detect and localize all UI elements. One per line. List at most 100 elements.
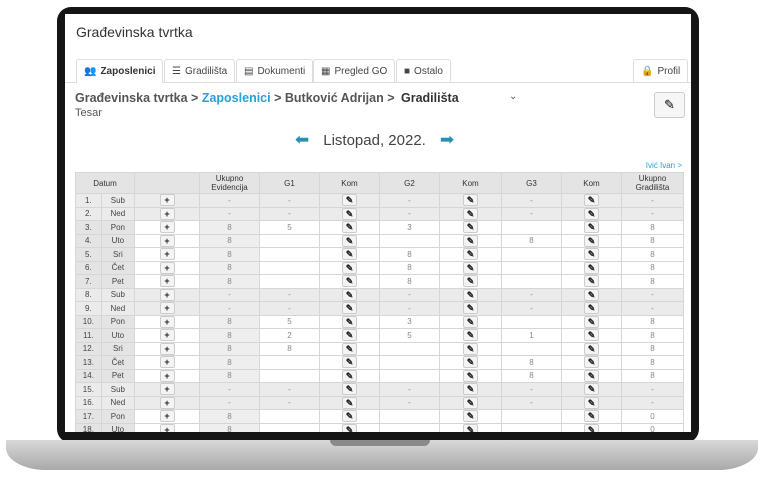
tab-ostalo[interactable]: ■ Ostalo bbox=[396, 59, 451, 82]
pencil-icon[interactable]: ✎ bbox=[584, 369, 599, 382]
pencil-icon[interactable]: ✎ bbox=[342, 207, 357, 220]
plus-icon[interactable]: + bbox=[159, 329, 175, 342]
pencil-icon[interactable]: ✎ bbox=[463, 275, 478, 288]
breadcrumb-root: Građevinska tvrtka > bbox=[75, 91, 199, 105]
pencil-icon[interactable]: ✎ bbox=[342, 356, 357, 369]
comment-cell: ✎ bbox=[561, 368, 622, 383]
pencil-icon[interactable]: ✎ bbox=[463, 234, 478, 247]
tab-zaposlenici[interactable]: 👥 Zaposlenici bbox=[76, 59, 164, 83]
prev-month-arrow-icon[interactable]: ⬅ bbox=[295, 130, 310, 149]
pencil-icon[interactable]: ✎ bbox=[342, 302, 357, 315]
pencil-icon[interactable]: ✎ bbox=[584, 275, 599, 288]
pencil-icon[interactable]: ✎ bbox=[584, 396, 599, 409]
pencil-icon[interactable]: ✎ bbox=[584, 315, 599, 328]
pencil-icon[interactable]: ✎ bbox=[463, 356, 478, 369]
pencil-icon[interactable]: ✎ bbox=[584, 356, 599, 369]
cell-day: Ned bbox=[100, 206, 136, 221]
pencil-icon[interactable]: ✎ bbox=[342, 248, 357, 261]
pencil-icon[interactable]: ✎ bbox=[463, 410, 478, 423]
cell-g3 bbox=[501, 274, 562, 289]
pencil-icon[interactable]: ✎ bbox=[463, 342, 478, 355]
pencil-icon[interactable]: ✎ bbox=[463, 315, 478, 328]
comment-cell: ✎ bbox=[319, 328, 380, 343]
tab-dokumenti[interactable]: ▤ Dokumenti bbox=[236, 59, 314, 82]
plus-icon[interactable]: + bbox=[159, 383, 175, 396]
pencil-icon[interactable]: ✎ bbox=[342, 369, 357, 382]
plus-icon[interactable]: + bbox=[159, 396, 175, 409]
plus-icon[interactable]: + bbox=[159, 248, 175, 261]
plus-icon[interactable]: + bbox=[159, 207, 175, 220]
pencil-icon[interactable]: ✎ bbox=[463, 423, 478, 432]
chevron-down-icon[interactable]: ⌄ bbox=[509, 91, 518, 102]
pencil-icon[interactable]: ✎ bbox=[342, 315, 357, 328]
plus-icon[interactable]: + bbox=[159, 369, 175, 382]
tab-label: Ostalo bbox=[414, 65, 443, 77]
plus-icon[interactable]: + bbox=[159, 410, 175, 423]
pencil-icon[interactable]: ✎ bbox=[342, 342, 357, 355]
pencil-icon[interactable]: ✎ bbox=[584, 329, 599, 342]
cell-tot: - bbox=[621, 206, 684, 221]
pencil-icon[interactable]: ✎ bbox=[584, 234, 599, 247]
pencil-icon[interactable]: ✎ bbox=[342, 329, 357, 342]
pencil-icon[interactable]: ✎ bbox=[584, 194, 599, 207]
breadcrumb-link-zaposlenici[interactable]: Zaposlenici bbox=[201, 91, 271, 105]
cell-g1: 5 bbox=[259, 314, 320, 329]
edit-button[interactable]: ✎ bbox=[654, 92, 685, 118]
pencil-icon[interactable]: ✎ bbox=[584, 423, 599, 432]
comment-cell: ✎ bbox=[439, 206, 502, 221]
pencil-icon[interactable]: ✎ bbox=[342, 261, 357, 274]
pencil-icon[interactable]: ✎ bbox=[463, 369, 478, 382]
cell-g2: - bbox=[379, 395, 440, 410]
plus-icon[interactable]: + bbox=[159, 234, 175, 247]
pencil-icon[interactable]: ✎ bbox=[584, 288, 599, 301]
pencil-icon[interactable]: ✎ bbox=[584, 207, 599, 220]
plus-icon[interactable]: + bbox=[159, 275, 175, 288]
plus-icon[interactable]: + bbox=[159, 356, 175, 369]
pencil-icon[interactable]: ✎ bbox=[342, 423, 357, 432]
pencil-icon[interactable]: ✎ bbox=[584, 410, 599, 423]
pencil-icon[interactable]: ✎ bbox=[342, 275, 357, 288]
pencil-icon[interactable]: ✎ bbox=[342, 288, 357, 301]
plus-icon[interactable]: + bbox=[159, 221, 175, 234]
next-month-arrow-icon[interactable]: ➡ bbox=[439, 130, 455, 149]
pencil-icon[interactable]: ✎ bbox=[584, 383, 599, 396]
tab-gradilista[interactable]: ☰ Gradilišta bbox=[164, 59, 236, 82]
pencil-icon[interactable]: ✎ bbox=[584, 221, 599, 234]
pencil-icon[interactable]: ✎ bbox=[584, 248, 599, 261]
pencil-icon[interactable]: ✎ bbox=[463, 207, 478, 220]
pencil-icon[interactable]: ✎ bbox=[463, 248, 478, 261]
pencil-icon[interactable]: ✎ bbox=[463, 329, 478, 342]
cell-g1: - bbox=[259, 301, 320, 316]
pencil-icon[interactable]: ✎ bbox=[342, 396, 357, 409]
plus-icon[interactable]: + bbox=[159, 261, 175, 274]
pencil-icon[interactable]: ✎ bbox=[463, 302, 478, 315]
pencil-icon[interactable]: ✎ bbox=[463, 383, 478, 396]
pencil-icon[interactable]: ✎ bbox=[584, 261, 599, 274]
tab-pregled-go[interactable]: ▦ Pregled GO bbox=[313, 59, 396, 82]
pencil-icon[interactable]: ✎ bbox=[342, 221, 357, 234]
plus-icon[interactable]: + bbox=[159, 302, 175, 315]
pencil-icon[interactable]: ✎ bbox=[463, 396, 478, 409]
pencil-icon[interactable]: ✎ bbox=[463, 194, 478, 207]
pencil-icon[interactable]: ✎ bbox=[342, 234, 357, 247]
pencil-icon[interactable]: ✎ bbox=[584, 302, 599, 315]
plus-icon[interactable]: + bbox=[159, 194, 175, 207]
pencil-icon[interactable]: ✎ bbox=[342, 383, 357, 396]
pencil-icon[interactable]: ✎ bbox=[463, 221, 478, 234]
plus-icon[interactable]: + bbox=[159, 342, 175, 355]
next-employee-link[interactable]: Ivić Ivan > bbox=[645, 161, 682, 170]
tab-profil[interactable]: 🔒 Profil bbox=[633, 59, 689, 82]
cell-tot: - bbox=[621, 287, 684, 302]
pencil-icon[interactable]: ✎ bbox=[463, 261, 478, 274]
pencil-icon[interactable]: ✎ bbox=[463, 288, 478, 301]
plus-icon[interactable]: + bbox=[159, 423, 175, 432]
plus-icon[interactable]: + bbox=[159, 315, 175, 328]
pencil-icon[interactable]: ✎ bbox=[342, 410, 357, 423]
pencil-icon[interactable]: ✎ bbox=[584, 342, 599, 355]
tab-label: Zaposlenici bbox=[100, 66, 156, 77]
pencil-icon[interactable]: ✎ bbox=[342, 194, 357, 207]
comment-cell: ✎ bbox=[561, 409, 622, 424]
plus-icon[interactable]: + bbox=[159, 288, 175, 301]
comment-cell: ✎ bbox=[319, 287, 380, 302]
cell-day: Uto bbox=[100, 422, 136, 432]
